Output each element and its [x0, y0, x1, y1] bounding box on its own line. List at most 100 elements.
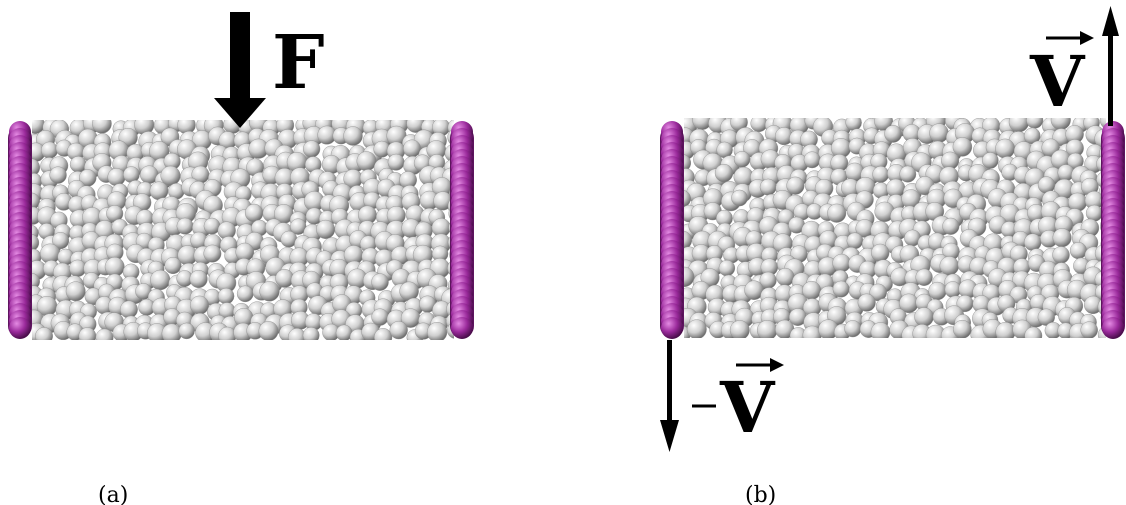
- panel-a: F (a): [8, 12, 474, 505]
- grain: [236, 285, 254, 303]
- grain: [844, 320, 862, 338]
- grain: [218, 326, 237, 340]
- grain: [189, 295, 209, 315]
- grain: [161, 323, 182, 340]
- grain: [107, 168, 126, 187]
- wall-bead: [9, 317, 31, 339]
- grain: [78, 327, 97, 340]
- grain: [32, 158, 40, 177]
- grain: [731, 189, 748, 207]
- grain: [203, 244, 222, 263]
- grain: [399, 281, 419, 301]
- grain: [189, 270, 208, 289]
- grain: [871, 243, 890, 262]
- grain: [1024, 326, 1043, 338]
- grain: [177, 120, 196, 135]
- granular-packing-b: [684, 118, 1106, 338]
- grain: [750, 118, 768, 132]
- grain: [684, 266, 695, 287]
- grain: [316, 219, 336, 239]
- velocity-arrow-down: [660, 340, 679, 452]
- grain: [303, 140, 321, 158]
- grain: [258, 321, 279, 340]
- grain: [1080, 321, 1098, 338]
- grain: [41, 141, 59, 159]
- grain: [176, 217, 194, 235]
- grain: [1023, 233, 1042, 251]
- grain: [832, 253, 851, 273]
- grain: [776, 268, 795, 287]
- grain: [275, 269, 294, 288]
- grain: [371, 273, 389, 291]
- grain: [119, 300, 138, 319]
- grain: [343, 126, 363, 146]
- grain: [915, 268, 933, 286]
- grain: [371, 308, 389, 326]
- force-label: F: [272, 20, 325, 106]
- grain: [786, 176, 805, 195]
- grain: [217, 287, 235, 305]
- grain: [1052, 246, 1070, 264]
- grain: [684, 230, 692, 250]
- grain: [759, 178, 777, 196]
- grain: [302, 327, 320, 340]
- grain: [729, 320, 750, 338]
- grain: [335, 324, 353, 340]
- velocity-label-up: V: [1029, 31, 1094, 123]
- grain: [832, 280, 850, 298]
- grain: [65, 281, 86, 302]
- granular-packing-a: [32, 120, 454, 340]
- grain: [995, 322, 1016, 338]
- grain: [427, 322, 448, 340]
- caption-a: (a): [98, 483, 128, 505]
- wall-bead: [451, 317, 473, 339]
- grain: [104, 256, 125, 277]
- right-wall-a: [450, 121, 474, 339]
- grain: [1008, 118, 1029, 133]
- right-wall-b: [1101, 121, 1125, 339]
- grain: [845, 118, 862, 131]
- grain: [757, 320, 778, 338]
- grain: [827, 203, 847, 223]
- grain: [35, 327, 53, 340]
- grain: [32, 192, 40, 210]
- grain: [387, 153, 405, 171]
- grain: [95, 328, 114, 340]
- grain: [686, 319, 707, 338]
- grain: [52, 232, 70, 250]
- grain: [803, 151, 821, 169]
- grain: [914, 307, 934, 327]
- grain: [203, 217, 221, 235]
- svg-text:V: V: [1029, 40, 1086, 123]
- grain: [69, 156, 87, 173]
- grain: [32, 234, 40, 252]
- grain: [150, 269, 171, 291]
- wall-bead: [1102, 317, 1124, 339]
- grain: [733, 151, 751, 168]
- grain: [374, 328, 393, 340]
- grain: [160, 165, 181, 186]
- grain: [929, 123, 949, 143]
- grain: [92, 120, 112, 134]
- grain: [149, 181, 169, 201]
- grain: [857, 293, 876, 312]
- grain: [1052, 228, 1072, 248]
- grain: [952, 137, 973, 157]
- grain: [870, 322, 891, 338]
- grain: [939, 256, 959, 276]
- grain: [684, 190, 691, 208]
- grain: [928, 281, 947, 301]
- left-wall-a: [8, 121, 32, 339]
- grain: [356, 151, 377, 172]
- force-arrow: [214, 12, 266, 128]
- grain: [982, 152, 999, 169]
- grain: [942, 217, 960, 235]
- grain: [49, 166, 67, 184]
- grain: [1069, 242, 1087, 260]
- grain: [259, 281, 280, 302]
- grain: [884, 125, 902, 143]
- grain: [164, 257, 182, 275]
- grain: [178, 322, 195, 340]
- svg-text:V: V: [719, 366, 776, 449]
